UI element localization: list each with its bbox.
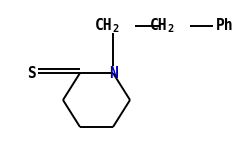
Text: 2: 2 (112, 24, 118, 34)
Text: N: N (109, 66, 117, 81)
Text: CH: CH (95, 18, 112, 34)
Text: 2: 2 (167, 24, 173, 34)
Text: S: S (27, 66, 36, 81)
Text: Ph: Ph (216, 18, 233, 34)
Text: CH: CH (149, 18, 167, 34)
